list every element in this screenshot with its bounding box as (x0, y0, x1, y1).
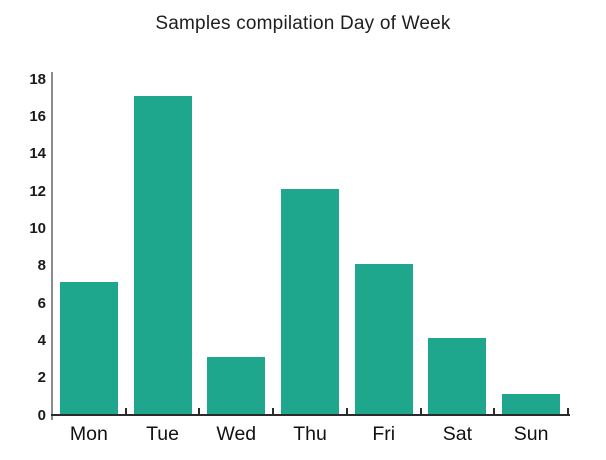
bar-fri (354, 263, 413, 415)
plot-area (52, 79, 568, 415)
x-axis-label-thu: Thu (293, 423, 327, 445)
x-axis-tick (567, 407, 569, 415)
bar-sun (502, 394, 561, 415)
x-axis-tick (124, 407, 127, 415)
bar-wed (207, 357, 266, 415)
y-axis-tick-label: 0 (37, 406, 46, 424)
y-axis-tick-label: 4 (37, 331, 46, 349)
x-axis-label-tue: Tue (146, 423, 179, 445)
x-axis-label-sun: Sun (513, 423, 549, 445)
x-axis-tick (272, 407, 275, 415)
x-axis-tick (419, 407, 422, 415)
x-axis-label-wed: Wed (216, 423, 257, 445)
bar-mon (59, 282, 118, 415)
y-axis-line (50, 72, 53, 420)
y-axis-tick-label: 2 (37, 369, 46, 387)
bar-sat (428, 338, 487, 415)
y-axis-tick-label: 8 (37, 257, 46, 275)
y-axis-tick-label: 18 (29, 70, 46, 88)
y-axis-tick-label: 6 (37, 294, 46, 312)
x-axis-tick (198, 407, 201, 415)
x-axis-label-fri: Fri (372, 423, 396, 445)
bar-thu (281, 189, 339, 415)
y-axis-tick-label: 10 (29, 219, 46, 237)
y-axis-tick-label: 16 (29, 107, 46, 125)
x-axis-line (51, 414, 570, 417)
y-axis-tick-label: 14 (29, 145, 46, 163)
bar-tue (133, 95, 192, 415)
x-axis-label-sat: Sat (442, 423, 473, 445)
chart-title: Samples compilation Day of Week (155, 13, 451, 34)
x-axis-label-mon: Mon (69, 423, 108, 445)
x-axis-tick (493, 407, 496, 415)
y-axis-tick-label: 12 (29, 182, 46, 200)
x-axis-tick (345, 407, 348, 415)
